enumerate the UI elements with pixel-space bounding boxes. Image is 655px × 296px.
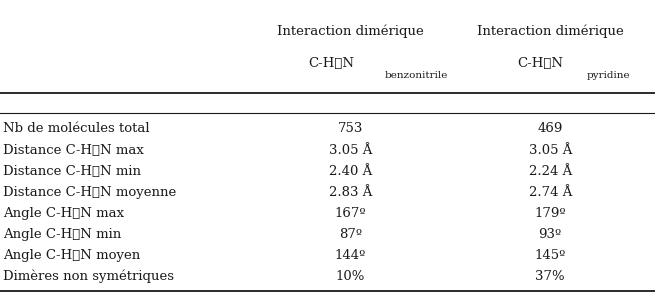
Text: 93º: 93º [538,228,562,241]
Text: 10%: 10% [336,270,365,283]
Text: C-H⋯N: C-H⋯N [308,57,354,70]
Text: 167º: 167º [335,207,366,220]
Text: 753: 753 [338,123,363,136]
Text: 2.83 Å: 2.83 Å [329,186,372,199]
Text: Nb de molécules total: Nb de molécules total [3,123,150,136]
Text: 3.05 Å: 3.05 Å [329,144,372,157]
Text: Angle C-H⋯N max: Angle C-H⋯N max [3,207,124,220]
Text: Angle C-H⋯N moyen: Angle C-H⋯N moyen [3,249,141,262]
Text: benzonitrile: benzonitrile [384,71,448,80]
Text: 3.05 Å: 3.05 Å [529,144,572,157]
Text: Interaction dimérique: Interaction dimérique [277,24,424,38]
Text: Distance C-H⋯N min: Distance C-H⋯N min [3,165,141,178]
Text: Angle C-H⋯N min: Angle C-H⋯N min [3,228,122,241]
Text: 2.74 Å: 2.74 Å [529,186,572,199]
Text: 87º: 87º [339,228,362,241]
Text: 469: 469 [538,123,563,136]
Text: Distance C-H⋯N moyenne: Distance C-H⋯N moyenne [3,186,177,199]
Text: 37%: 37% [535,270,565,283]
Text: 145º: 145º [534,249,566,262]
Text: 2.24 Å: 2.24 Å [529,165,572,178]
Text: pyridine: pyridine [586,71,630,80]
Text: Distance C-H⋯N max: Distance C-H⋯N max [3,144,144,157]
Text: Interaction dimérique: Interaction dimérique [477,24,624,38]
Text: 2.40 Å: 2.40 Å [329,165,372,178]
Text: 144º: 144º [335,249,366,262]
Text: Dimères non symétriques: Dimères non symétriques [3,270,174,283]
Text: 179º: 179º [534,207,566,220]
Text: C-H⋯N: C-H⋯N [517,57,563,70]
